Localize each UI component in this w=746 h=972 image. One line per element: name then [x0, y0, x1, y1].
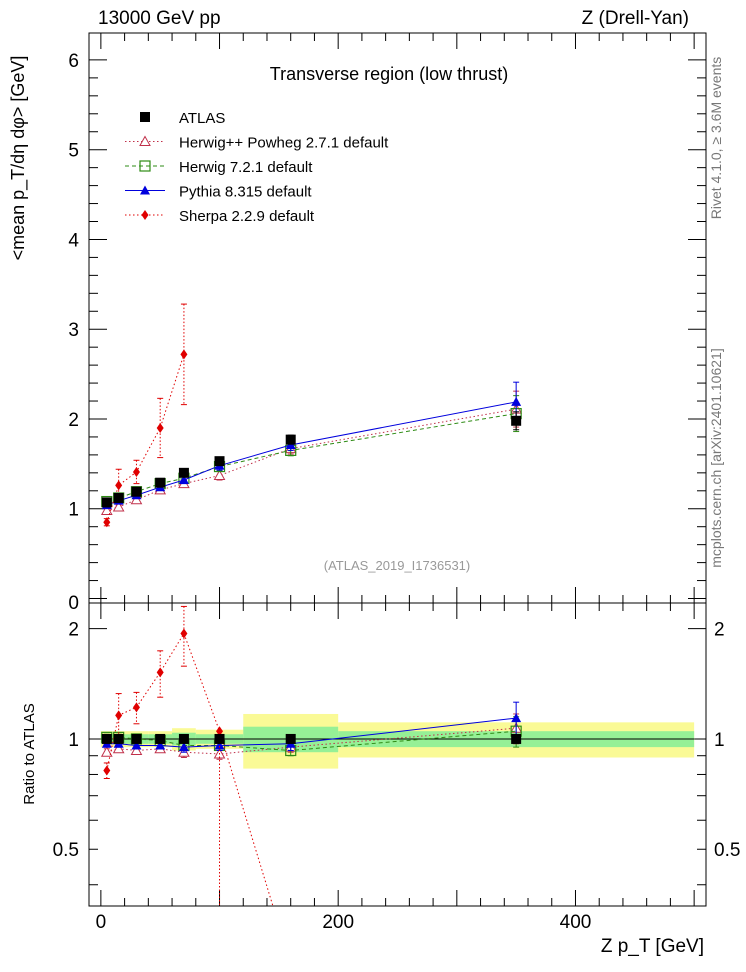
series-line-pythia: [106, 717, 517, 748]
marker-sherpa: [156, 667, 164, 678]
y-tick-label: 1: [68, 500, 79, 521]
process-label: Z (Drell-Yan): [582, 8, 689, 29]
legend-label-sherpa: Sherpa 2.2.9 default: [179, 208, 315, 225]
marker-pythia: [131, 740, 142, 750]
marker-atlas: [214, 456, 225, 467]
x-axis-label: Z p_T [GeV]: [601, 936, 704, 957]
marker-sherpa: [115, 710, 123, 721]
marker-sherpa: [156, 422, 164, 433]
series-line-herwigpp: [106, 727, 517, 755]
legend-label-herwigpp: Herwig++ Powheg 2.7.1 default: [179, 135, 389, 152]
x-tick-label: 400: [560, 912, 592, 933]
marker-atlas-ratio: [178, 733, 189, 744]
marker-herwigpp: [130, 744, 143, 756]
ratio-y-tick-label-right: 1: [714, 730, 725, 751]
y-tick-label: 6: [68, 51, 79, 72]
ratio-uncertainty-bands: [100, 713, 695, 769]
legend-label-pythia: Pythia 8.315 default: [179, 184, 312, 201]
ratio-y-tick-label: 1: [68, 730, 79, 751]
marker-sherpa: [103, 517, 111, 528]
marker-sherpa: [103, 765, 111, 776]
marker-atlas: [285, 434, 296, 445]
marker-atlas: [178, 467, 189, 478]
side-label-mcplots: mcplots.cern.ch [arXiv:2401.10621]: [708, 348, 724, 567]
marker-sherpa: [180, 628, 188, 639]
marker-atlas: [155, 477, 166, 488]
legend-marker-herwig7: [139, 160, 151, 172]
marker-sherpa: [180, 349, 188, 360]
ratio-plot-frame: [88, 602, 707, 907]
marker-atlas: [113, 492, 124, 503]
marker-atlas-ratio: [214, 733, 225, 744]
ratio-y-tick-label-right: 0.5: [714, 840, 740, 861]
marker-herwigpp: [112, 500, 125, 512]
y-tick-label: 2: [68, 410, 79, 431]
x-tick-label: 0: [96, 912, 107, 933]
marker-sherpa: [132, 466, 140, 477]
marker-herwigpp: [213, 469, 226, 481]
marker-herwigpp: [100, 746, 113, 757]
legend-marker-pythia: [140, 185, 150, 195]
marker-sherpa: [132, 702, 140, 713]
marker-herwigpp: [100, 504, 113, 516]
marker-atlas: [131, 486, 142, 497]
legend-marker-atlas: [140, 112, 150, 122]
marker-pythia: [155, 740, 166, 750]
legend-marker-sherpa: [141, 210, 149, 220]
marker-atlas: [101, 497, 112, 508]
y-tick-label-zero: 0: [68, 593, 79, 614]
series-line-herwigpp: [106, 408, 517, 512]
marker-pythia: [178, 475, 189, 485]
marker-pythia: [511, 713, 522, 723]
x-tick-label: 200: [322, 912, 354, 933]
y-tick-label: 4: [68, 230, 79, 251]
region-title: Transverse region (low thrust): [270, 64, 508, 84]
marker-pythia: [214, 740, 225, 750]
ratio-axis-ticks: 0 200 400 0.5 0.5 1 1 2 2: [53, 603, 740, 933]
ratio-series: [100, 605, 523, 906]
ratio-y-axis-label: Ratio to ATLAS: [21, 703, 38, 804]
marker-pythia: [511, 396, 522, 406]
ratio-y-tick-label: 2: [68, 620, 79, 641]
marker-atlas-ratio: [155, 733, 166, 744]
ratio-y-tick-label-right: 2: [714, 620, 725, 641]
series-line-pythia: [106, 401, 517, 506]
marker-herwigpp: [112, 742, 125, 754]
marker-sherpa: [216, 726, 224, 737]
marker-atlas-ratio: [131, 733, 142, 744]
marker-atlas: [511, 415, 522, 426]
marker-sherpa: [115, 480, 123, 491]
series-line-sherpa: [106, 632, 274, 906]
marker-atlas-ratio: [101, 733, 112, 744]
legend-marker-herwigpp: [139, 135, 151, 146]
analysis-tag: (ATLAS_2019_I1736531): [324, 558, 470, 573]
ratio-y-tick-label: 0.5: [53, 840, 79, 861]
series-line-herwig7: [106, 413, 517, 503]
y-tick-label: 3: [68, 320, 79, 341]
side-label-rivet: Rivet 4.1.0, ≥ 3.6M events: [708, 57, 724, 220]
legend-label-herwig7: Herwig 7.2.1 default: [179, 159, 313, 176]
marker-pythia: [178, 742, 189, 752]
main-series: [100, 303, 523, 528]
marker-atlas-ratio: [511, 733, 522, 744]
legend: ATLAS Herwig++ Powheg 2.7.1 default Herwig…: [125, 110, 389, 225]
main-y-axis-label: <mean p_T/dη dφ> [GeV]: [8, 56, 29, 261]
marker-atlas-ratio: [113, 733, 124, 744]
marker-atlas-ratio: [285, 733, 296, 744]
main-axis-ticks: 1 2 3 4 5 6 0: [68, 33, 706, 614]
y-tick-label: 5: [68, 141, 79, 162]
legend-label-atlas: ATLAS: [179, 110, 225, 127]
energy-label: 13000 GeV pp: [98, 8, 221, 29]
